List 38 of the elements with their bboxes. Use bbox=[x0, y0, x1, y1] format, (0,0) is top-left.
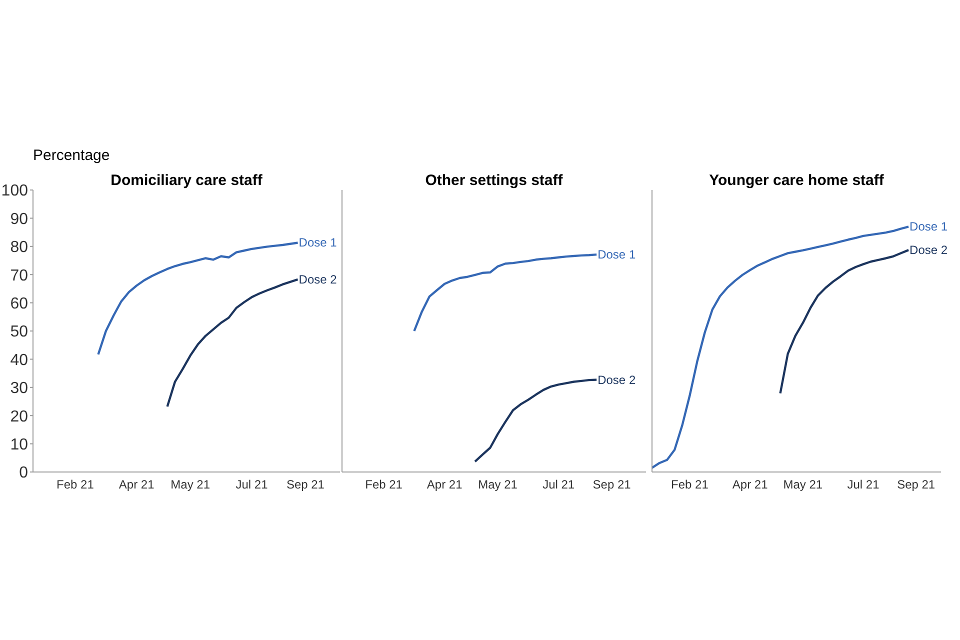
series-label: Dose 2 bbox=[910, 243, 948, 258]
series-label: Dose 1 bbox=[298, 236, 338, 250]
y-tick-label: 50 bbox=[10, 324, 28, 341]
y-tick-label: 90 bbox=[10, 210, 28, 228]
x-tick-label: Sep 21 bbox=[592, 478, 632, 492]
x-tick-label: Jul 21 bbox=[542, 478, 575, 492]
y-tick-label: 0 bbox=[19, 464, 28, 482]
y-tick-label: 70 bbox=[10, 267, 28, 284]
x-tick-label: Apr 21 bbox=[118, 478, 155, 492]
x-tick-label: Jul 21 bbox=[236, 478, 268, 492]
x-tick-label: May 21 bbox=[478, 478, 518, 492]
y-tick-label: 10 bbox=[10, 436, 28, 454]
y-tick-label: 40 bbox=[10, 352, 28, 369]
y-tick-label: 60 bbox=[10, 295, 28, 312]
x-tick-label: Sep 21 bbox=[286, 478, 325, 492]
x-tick-label: Sep 21 bbox=[897, 478, 936, 492]
x-tick-label: May 21 bbox=[783, 478, 823, 492]
x-tick-label: Apr 21 bbox=[426, 478, 463, 492]
y-axis-title: Percentage bbox=[33, 147, 110, 164]
series-label: Dose 1 bbox=[910, 220, 948, 234]
series-label: Dose 2 bbox=[598, 372, 636, 387]
line-series bbox=[166, 278, 299, 408]
series-label: Dose 1 bbox=[598, 248, 636, 262]
chart-title: Domiciliary care staff bbox=[110, 172, 264, 189]
y-tick-label: 80 bbox=[10, 239, 28, 256]
chart-title: Younger care home staff bbox=[708, 172, 885, 189]
x-tick-label: Apr 21 bbox=[732, 478, 768, 492]
x-tick-label: Jul 21 bbox=[847, 478, 880, 492]
x-tick-label: Feb 21 bbox=[671, 478, 709, 492]
x-tick-label: Feb 21 bbox=[365, 478, 403, 492]
chart-title: Other settings staff bbox=[424, 172, 564, 189]
y-tick-label: 100 bbox=[1, 182, 28, 200]
y-tick-label: 30 bbox=[10, 380, 28, 398]
x-tick-label: May 21 bbox=[170, 478, 210, 492]
y-tick-label: 20 bbox=[10, 408, 28, 426]
series-label: Dose 2 bbox=[298, 272, 338, 286]
line-series bbox=[97, 242, 299, 356]
x-tick-label: Feb 21 bbox=[56, 478, 94, 492]
